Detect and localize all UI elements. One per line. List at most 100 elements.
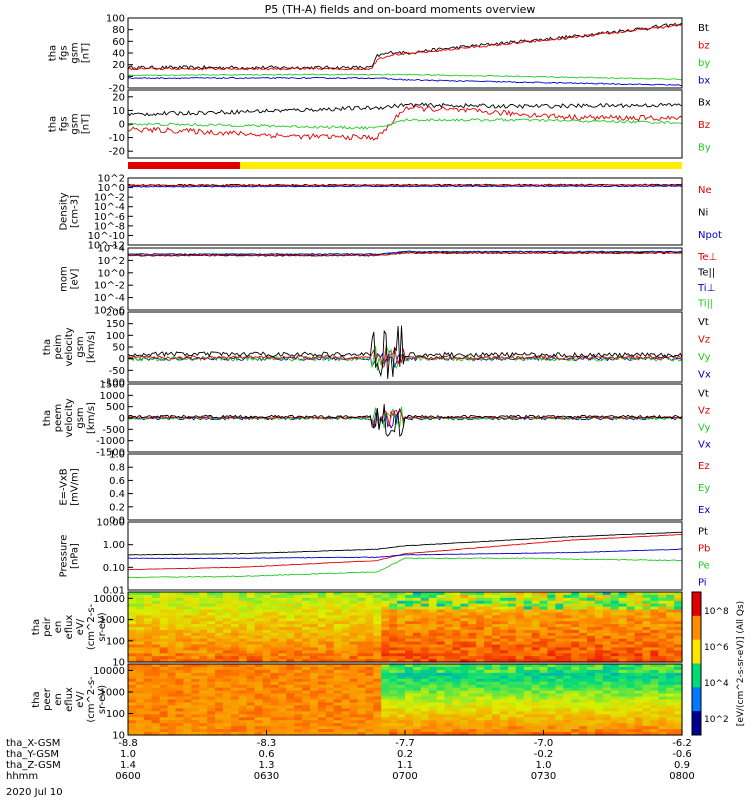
heatmap-cell (207, 647, 216, 651)
heatmap-cell (476, 669, 485, 674)
heatmap-cell (278, 609, 287, 614)
heatmap-cell (183, 624, 192, 628)
heatmap-cell (302, 612, 311, 616)
heatmap-cell (294, 632, 303, 637)
heatmap-cell (563, 600, 572, 605)
heatmap-cell (151, 705, 161, 709)
heatmap-cell (666, 632, 675, 637)
heatmap-cell (349, 656, 359, 660)
heatmap-cell (246, 618, 256, 622)
heatmap-cell (373, 732, 382, 736)
heatmap-cell (302, 732, 311, 736)
heatmap-cell (658, 656, 667, 660)
heatmap-cell (349, 664, 359, 668)
heatmap-cell (563, 615, 572, 619)
heatmap-cell (175, 647, 184, 651)
heatmap-cell (389, 714, 398, 718)
heatmap-cell (452, 635, 461, 640)
heatmap-cell (333, 653, 343, 657)
heatmap-cell (405, 621, 414, 625)
heatmap-cell (444, 603, 454, 608)
heatmap-cell (531, 621, 541, 625)
heatmap-cell (238, 702, 248, 707)
heatmap-cell (222, 702, 232, 707)
heatmap-cell (230, 650, 240, 654)
heatmap-cell (349, 729, 359, 733)
heatmap-cell (594, 624, 604, 628)
heatmap-cell (642, 723, 651, 727)
heatmap-cell (610, 687, 620, 692)
heatmap-cell (563, 659, 572, 663)
heatmap-cell (492, 664, 501, 668)
heatmap-cell (349, 693, 359, 698)
heatmap-cell (357, 664, 367, 668)
heatmap-cell (626, 705, 636, 709)
heatmap-cell (642, 615, 651, 619)
heatmap-cell (484, 729, 493, 733)
heatmap-cell (626, 732, 636, 736)
heatmap-cell (444, 723, 454, 727)
heatmap-cell (333, 600, 343, 605)
heatmap-cell (246, 647, 256, 651)
heatmap-cell (476, 702, 485, 707)
heatmap-cell (215, 687, 224, 692)
heatmap-cell (389, 681, 398, 686)
heatmap-cell (547, 659, 556, 663)
heatmap-cell (610, 711, 620, 715)
heatmap-cell (547, 635, 556, 640)
heatmap-cell (397, 678, 406, 683)
heatmap-cell (563, 666, 572, 671)
heatmap-cell (436, 592, 446, 596)
heatmap-cell (246, 684, 256, 689)
heatmap-cell (499, 592, 509, 596)
heatmap-cell (286, 641, 295, 646)
heatmap-cell (191, 675, 200, 680)
y-tick-label: 10^-4 (94, 202, 125, 213)
heatmap-cell (460, 641, 469, 646)
heatmap-cell (397, 723, 406, 727)
heatmap-cell (159, 597, 169, 602)
heatmap-cell (468, 732, 477, 736)
heatmap-cell (484, 726, 493, 730)
heatmap-cell (222, 714, 232, 718)
heatmap-cell (341, 650, 351, 654)
heatmap-cell (507, 678, 517, 683)
heatmap-cell (325, 659, 335, 663)
heatmap-cell (420, 699, 430, 704)
heatmap-cell (175, 659, 184, 663)
heatmap-cell (563, 693, 572, 698)
heatmap-cell (397, 644, 406, 649)
heatmap-cell (286, 629, 295, 634)
heatmap-cell (215, 717, 224, 721)
heatmap-cell (143, 650, 153, 654)
heatmap-cell (484, 644, 493, 649)
heatmap-cell (579, 644, 588, 649)
heatmap-cell (389, 669, 398, 674)
heatmap-cell (294, 732, 303, 736)
heatmap-cell (626, 635, 636, 640)
heatmap-cell (499, 635, 509, 640)
heatmap-cell (674, 615, 683, 619)
heatmap-cell (515, 609, 525, 614)
heatmap-cell (199, 675, 208, 680)
heatmap-cell (191, 597, 200, 602)
heatmap-cell (531, 720, 541, 724)
heatmap-cell (412, 653, 422, 657)
heatmap-cell (381, 656, 390, 660)
heatmap-cell (436, 684, 446, 689)
heatmap-cell (602, 615, 612, 619)
heatmap-cell (270, 684, 279, 689)
heatmap-cell (302, 717, 311, 721)
y-tick-label: 0.01 (103, 586, 125, 597)
heatmap-cell (515, 644, 525, 649)
heatmap-cell (143, 627, 153, 631)
heatmap-cell (515, 681, 525, 686)
heatmap-cell (333, 650, 343, 654)
heatmap-cell (436, 632, 446, 637)
heatmap-cell (674, 621, 683, 625)
heatmap-cell (460, 666, 469, 671)
heatmap-cell (507, 641, 517, 646)
heatmap-cell (658, 681, 667, 686)
heatmap-cell (468, 653, 477, 657)
heatmap-cell (159, 653, 169, 657)
